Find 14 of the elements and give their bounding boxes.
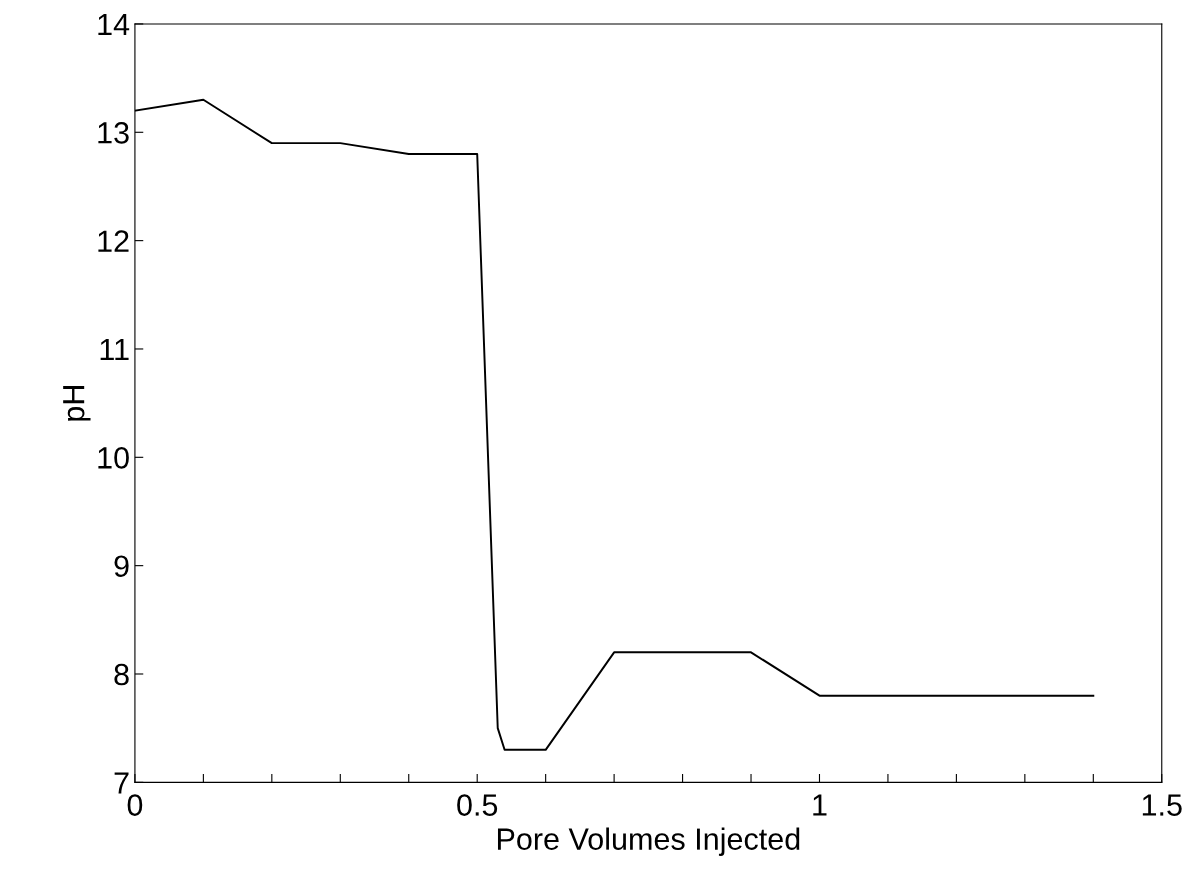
x-tick-label: 1.5 <box>1142 794 1182 816</box>
y-axis-title: pH <box>63 386 91 421</box>
y-tick-label: 12 <box>98 230 129 252</box>
x-tick-label: 0 <box>127 794 143 816</box>
x-axis-title: Pore Volumes Injected <box>497 827 800 856</box>
y-tick-label: 14 <box>98 14 130 36</box>
y-tick-label: 13 <box>98 122 129 144</box>
y-tick-label: 10 <box>98 447 129 469</box>
x-tick-label: 1 <box>813 794 827 816</box>
y-tick-label: 8 <box>114 663 129 686</box>
y-tick-label: 7 <box>114 772 129 794</box>
y-tick-label: 9 <box>114 555 129 578</box>
x-tick-label: 0.5 <box>457 794 498 816</box>
y-tick-label: 11 <box>100 339 129 361</box>
